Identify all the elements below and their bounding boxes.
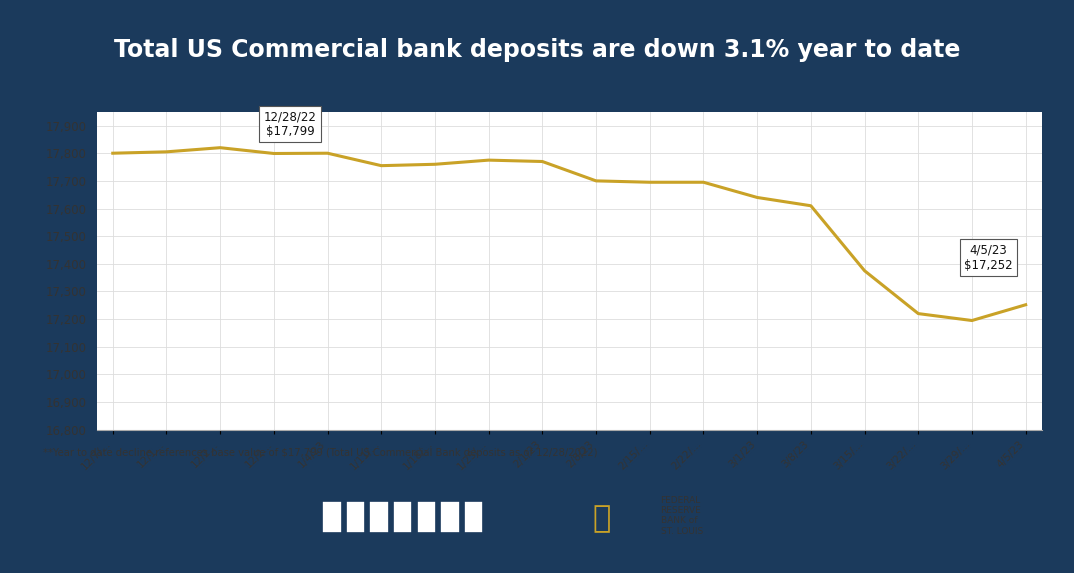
Text: C O L O N N A D E: C O L O N N A D E bbox=[357, 536, 451, 547]
Text: 12/28/22
$17,799: 12/28/22 $17,799 bbox=[263, 110, 317, 138]
Text: (Seasonally Adjusted, $ in billions): (Seasonally Adjusted, $ in billions) bbox=[54, 101, 246, 111]
Text: Total US Commercial bank deposits are down 3.1% year to date: Total US Commercial bank deposits are do… bbox=[114, 38, 960, 62]
Text: 4/5/23
$17,252: 4/5/23 $17,252 bbox=[963, 244, 1013, 272]
Text: **Year to date decline references base value of $17,799 (Total US Commercial Ban: **Year to date decline references base v… bbox=[43, 448, 597, 457]
Text: TOTAL US COMMERCIAL BANK DEPOSITS: TOTAL US COMMERCIAL BANK DEPOSITS bbox=[54, 85, 322, 97]
Text: FEDERAL
RESERVE
BANK of
ST. LOUIS: FEDERAL RESERVE BANK of ST. LOUIS bbox=[661, 496, 702, 536]
Text: 🦅: 🦅 bbox=[593, 504, 610, 533]
